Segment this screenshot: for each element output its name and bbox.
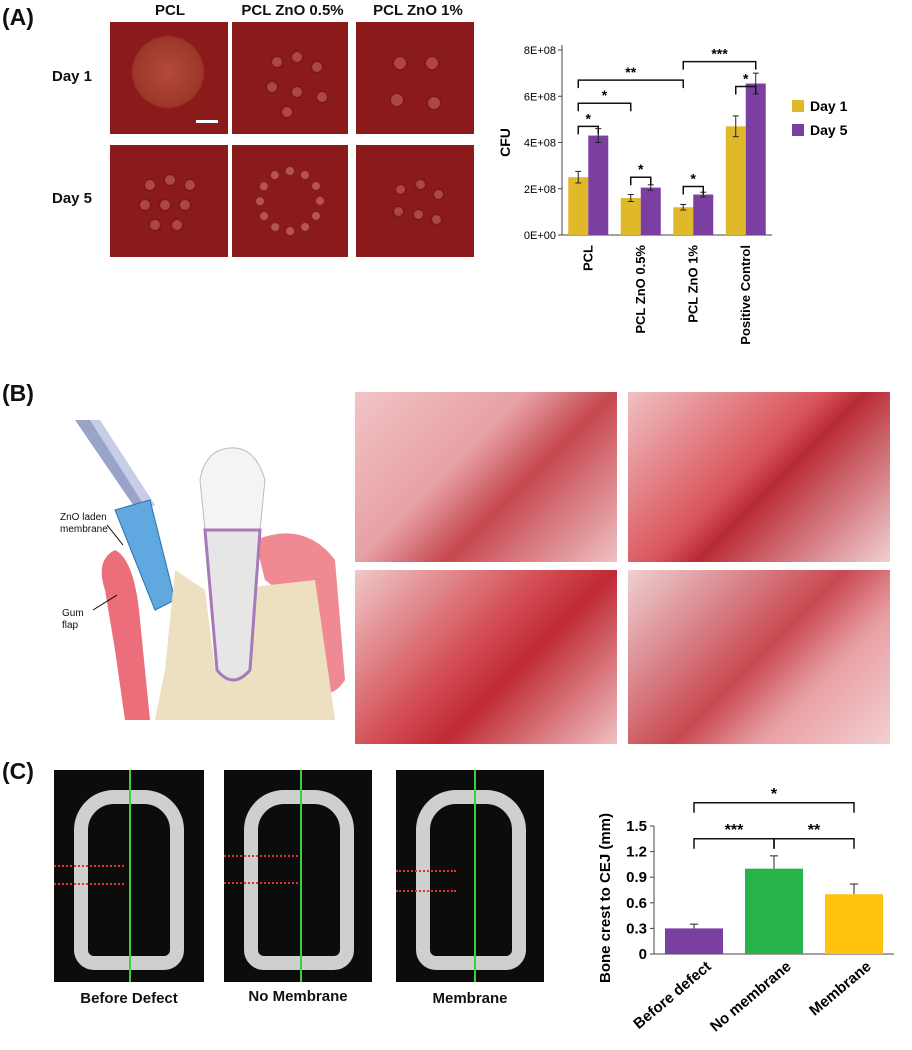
significance-label: ** [808,822,821,839]
significance-bracket [630,176,652,186]
significance-bracket [773,838,855,849]
caption-no-membrane: No Membrane [248,988,348,1005]
row-header-day1: Day 1 [52,68,93,85]
bar-day1 [673,207,694,235]
col-header-pcl: PCL [155,2,185,19]
green-reference-line [300,770,302,982]
legend-label: Day 1 [810,98,848,114]
legend-swatch [792,124,804,136]
scale-bar [196,120,218,123]
surgery-photo-4 [628,570,890,744]
green-reference-line [129,770,131,982]
bar-day5 [588,135,609,235]
colony-cluster [132,36,204,108]
significance-label: * [691,170,697,186]
y-tick-label: 1.5 [626,818,647,835]
red-line-bottom [224,882,298,884]
bar-day5 [640,187,661,235]
caption-before-defect: Before Defect [80,990,178,1007]
significance-label: * [638,161,644,177]
gum-flap-icon [101,550,150,720]
y-tick-label: 4E+08 [524,138,556,150]
red-line-bottom [396,890,456,892]
x-tick-label: PCL [580,245,595,271]
significance-label: *** [725,822,744,839]
y-tick-label: 6E+08 [524,91,556,103]
y-tick-label: 0.9 [626,869,647,886]
plate-zno1-day5 [356,145,474,257]
bar-day1 [725,126,746,235]
red-line-top [396,870,456,872]
cfu-bar-chart: 0E+00 2E+08 4E+08 6E+08 8E+08 CFU PCL PCL ZnO 0… [497,45,848,345]
y-tick-label: 0 [639,946,647,963]
significance-label: * [771,786,778,803]
red-line-bottom [54,883,124,885]
surgery-photo-2 [628,392,890,562]
panel-b-label: (B) [2,380,34,406]
gum-flap-label: Gum flap [62,608,84,631]
red-line-top [224,855,298,857]
green-reference-line [474,770,476,982]
significance-label: *** [711,46,728,62]
plate-pcl-day1 [110,22,228,134]
row-header-day5: Day 5 [52,190,93,207]
significance-bracket [693,802,855,813]
x-tick-label: Before defect [630,958,714,1033]
surgery-photo-3 [355,570,617,744]
significance-bracket [682,60,757,70]
surgery-photo-1 [355,392,617,562]
y-tick-label: 2E+08 [524,184,556,196]
significance-bracket [577,79,684,89]
y-tick-label: 0E+00 [524,230,556,242]
col-header-pcl-zno-1: PCL ZnO 1% [373,2,463,19]
y-tick-label: 8E+08 [524,45,556,57]
membrane-label: ZnO laden membrane [60,512,108,535]
panel-a-label: (A) [2,4,34,30]
ct-before-defect [54,770,204,982]
y-axis-label: CFU [497,128,513,157]
significance-label: * [586,110,592,126]
membrane-placement-illustration [75,420,345,720]
bar-no-membrane [745,868,803,954]
legend-swatch [792,100,804,112]
bar-before-defect [665,928,723,954]
significance-label: ** [625,64,636,80]
ct-membrane [396,770,544,982]
plate-zno05-day1 [232,22,348,134]
x-tick-label: Membrane [806,958,874,1019]
significance-bracket [682,185,704,195]
x-tick-label: PCL ZnO 0.5% [633,245,648,334]
plate-pcl-day5 [110,145,228,257]
significance-bracket [577,102,632,112]
significance-bracket [735,85,757,95]
y-tick-label: 0.6 [626,895,647,912]
ct-no-membrane [224,770,372,982]
col-header-pcl-zno-05: PCL ZnO 0.5% [241,2,344,19]
tooth-icon [199,447,266,531]
y-tick-label: 1.2 [626,844,647,861]
forceps-icon [75,420,150,515]
x-tick-label: PCL ZnO 1% [685,245,700,323]
caption-membrane: Membrane [432,990,508,1007]
colony-ring [256,167,324,235]
bar-day5 [693,194,714,235]
plate-zno1-day1 [356,22,474,134]
significance-bracket [577,125,599,135]
bone-crest-bar-chart: 0 0.3 0.6 0.9 1.2 1.5 Bone crest to CEJ (mm) Be… [597,786,894,1035]
y-tick-label: 0.3 [626,920,647,937]
panel-c-label: (C) [2,758,34,784]
plate-zno05-day5 [232,145,348,257]
bar-day1 [620,198,641,235]
significance-label: * [743,71,749,87]
significance-label: * [602,87,608,103]
x-tick-label: Positive Control [738,245,753,345]
x-tick-label: No membrane [707,958,795,1035]
legend-label: Day 5 [810,122,848,138]
bar-membrane [825,894,883,954]
y-axis-label: Bone crest to CEJ (mm) [597,813,614,983]
red-line-top [54,865,124,867]
bar-day1 [568,177,589,235]
bar-day5 [745,83,766,235]
significance-bracket [693,838,775,849]
